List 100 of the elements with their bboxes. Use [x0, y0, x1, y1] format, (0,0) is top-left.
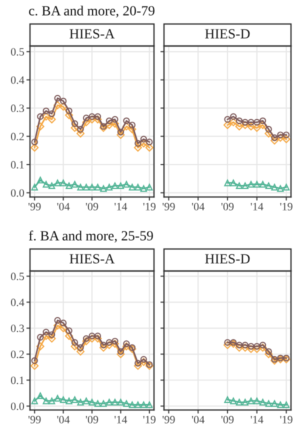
point: [100, 400, 107, 407]
point: [224, 339, 231, 346]
y-tick-label: 0.2: [10, 132, 24, 140]
point: [59, 324, 68, 332]
chart-title: c. BA and more, 20-79: [29, 6, 154, 18]
y-tick-label: 0.5: [10, 48, 24, 56]
point: [71, 180, 78, 188]
point: [66, 398, 72, 404]
point: [82, 337, 90, 346]
point: [106, 398, 113, 406]
point: [242, 342, 248, 348]
point: [71, 120, 78, 127]
point: [271, 400, 278, 407]
point: [36, 342, 44, 350]
point: [241, 121, 250, 130]
point: [60, 396, 67, 403]
point: [48, 334, 56, 343]
point: [60, 180, 67, 186]
x-tick-label: '19: [143, 416, 156, 424]
point: [254, 118, 260, 126]
point: [54, 317, 61, 324]
point: [236, 182, 243, 190]
point: [106, 117, 113, 124]
point: [37, 113, 44, 120]
point: [88, 398, 96, 406]
point: [60, 320, 67, 326]
point: [264, 350, 273, 358]
x-tick-label: '14: [250, 202, 264, 210]
x-tick-label: '99: [28, 202, 41, 210]
point: [112, 116, 118, 123]
point: [48, 398, 56, 404]
point: [30, 144, 39, 152]
point: [236, 117, 243, 124]
point: [117, 182, 124, 190]
point: [229, 118, 238, 126]
point: [70, 342, 79, 350]
x-tick-label: '14: [114, 202, 128, 210]
point: [134, 184, 142, 190]
point: [36, 122, 44, 130]
point: [82, 118, 90, 126]
point: [254, 180, 260, 188]
point: [224, 341, 232, 350]
y-tick-label: 0.3: [10, 104, 24, 112]
point: [248, 343, 254, 350]
point: [145, 144, 154, 152]
point: [235, 344, 244, 352]
point: [82, 335, 90, 342]
point: [122, 122, 130, 130]
point: [77, 126, 84, 133]
point: [259, 180, 266, 188]
point: [140, 136, 147, 142]
point: [282, 401, 290, 408]
point: [48, 331, 56, 338]
point: [230, 398, 237, 404]
point: [117, 348, 124, 355]
x-tick-label: '14: [250, 416, 264, 424]
x-tick-label: '19: [280, 202, 292, 210]
point: [128, 122, 136, 128]
point: [100, 342, 107, 348]
x-tick-label: '99: [28, 416, 41, 424]
y-tick-label: 0.3: [10, 324, 24, 332]
chart-subtitle: HIES-A: [70, 29, 115, 38]
y-tick-label: 0.0: [10, 402, 24, 410]
x-tick-label: '04: [192, 202, 204, 210]
point: [106, 339, 113, 346]
point: [242, 398, 248, 406]
point: [70, 124, 79, 132]
point: [282, 135, 290, 144]
point: [37, 334, 44, 341]
point: [134, 144, 142, 152]
point: [140, 356, 147, 363]
point: [31, 184, 38, 190]
x-tick-label: '09: [221, 202, 234, 210]
point: [77, 184, 84, 190]
point: [242, 182, 248, 190]
point: [265, 400, 272, 407]
point: [277, 401, 284, 408]
point: [30, 362, 39, 370]
point: [282, 184, 290, 190]
point: [248, 118, 254, 126]
point: [94, 115, 102, 124]
point: [76, 348, 85, 356]
point: [94, 332, 102, 340]
point: [42, 398, 50, 404]
point: [77, 344, 84, 351]
point: [123, 117, 130, 124]
point: [254, 343, 260, 350]
point: [117, 398, 124, 406]
point: [242, 118, 248, 126]
point: [100, 123, 107, 130]
point: [48, 110, 56, 118]
point: [140, 185, 147, 192]
point: [265, 126, 272, 133]
y-tick-label: 0.4: [10, 76, 24, 84]
x-tick-label: '19: [143, 202, 156, 210]
point: [82, 184, 90, 190]
point: [88, 115, 96, 124]
point: [66, 108, 72, 114]
point: [146, 138, 153, 146]
point: [112, 182, 118, 190]
